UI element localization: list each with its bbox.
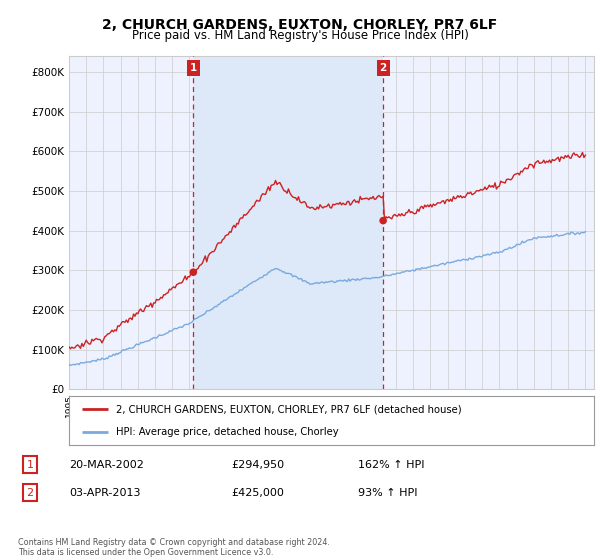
Bar: [193, 56, 383, 389]
Text: 93% ↑ HPI: 93% ↑ HPI: [358, 488, 417, 498]
Text: 20-MAR-2002: 20-MAR-2002: [70, 460, 145, 470]
Text: 2: 2: [26, 488, 34, 498]
Point: [188, 268, 198, 277]
Text: Price paid vs. HM Land Registry's House Price Index (HPI): Price paid vs. HM Land Registry's House …: [131, 29, 469, 42]
Text: 03-APR-2013: 03-APR-2013: [70, 488, 141, 498]
Text: £425,000: £425,000: [231, 488, 284, 498]
Text: 2, CHURCH GARDENS, EUXTON, CHORLEY, PR7 6LF: 2, CHURCH GARDENS, EUXTON, CHORLEY, PR7 …: [103, 18, 497, 32]
Text: 2, CHURCH GARDENS, EUXTON, CHORLEY, PR7 6LF (detached house): 2, CHURCH GARDENS, EUXTON, CHORLEY, PR7 …: [116, 404, 462, 414]
Text: 162% ↑ HPI: 162% ↑ HPI: [358, 460, 424, 470]
Text: 1: 1: [190, 63, 197, 73]
Text: 2: 2: [380, 63, 387, 73]
Point: [379, 216, 388, 225]
Text: HPI: Average price, detached house, Chorley: HPI: Average price, detached house, Chor…: [116, 427, 339, 437]
Text: 1: 1: [26, 460, 34, 470]
Text: £294,950: £294,950: [231, 460, 284, 470]
Text: Contains HM Land Registry data © Crown copyright and database right 2024.
This d: Contains HM Land Registry data © Crown c…: [18, 538, 330, 557]
